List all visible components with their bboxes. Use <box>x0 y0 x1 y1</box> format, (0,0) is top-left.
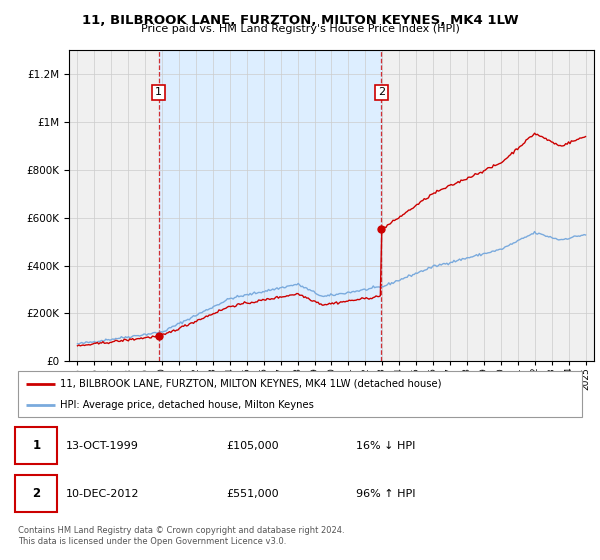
Bar <box>158 50 381 361</box>
Text: 11, BILBROOK LANE, FURZTON, MILTON KEYNES, MK4 1LW (detached house): 11, BILBROOK LANE, FURZTON, MILTON KEYNE… <box>60 379 442 389</box>
Text: £551,000: £551,000 <box>227 489 280 499</box>
Text: 10-DEC-2012: 10-DEC-2012 <box>66 489 139 499</box>
Text: 11, BILBROOK LANE, FURZTON, MILTON KEYNES, MK4 1LW: 11, BILBROOK LANE, FURZTON, MILTON KEYNE… <box>82 14 518 27</box>
Text: 13-OCT-1999: 13-OCT-1999 <box>66 441 139 451</box>
Text: Contains HM Land Registry data © Crown copyright and database right 2024.: Contains HM Land Registry data © Crown c… <box>18 526 344 535</box>
Text: £105,000: £105,000 <box>227 441 280 451</box>
Text: 1: 1 <box>155 87 162 97</box>
Text: 2: 2 <box>378 87 385 97</box>
Text: HPI: Average price, detached house, Milton Keynes: HPI: Average price, detached house, Milt… <box>60 400 314 410</box>
Text: 2: 2 <box>32 487 41 501</box>
Text: 1: 1 <box>32 439 41 452</box>
FancyBboxPatch shape <box>15 427 58 464</box>
Text: 96% ↑ HPI: 96% ↑ HPI <box>356 489 416 499</box>
FancyBboxPatch shape <box>18 371 582 417</box>
Text: 16% ↓ HPI: 16% ↓ HPI <box>356 441 416 451</box>
Text: Price paid vs. HM Land Registry's House Price Index (HPI): Price paid vs. HM Land Registry's House … <box>140 24 460 34</box>
FancyBboxPatch shape <box>15 475 58 512</box>
Text: This data is licensed under the Open Government Licence v3.0.: This data is licensed under the Open Gov… <box>18 538 286 547</box>
